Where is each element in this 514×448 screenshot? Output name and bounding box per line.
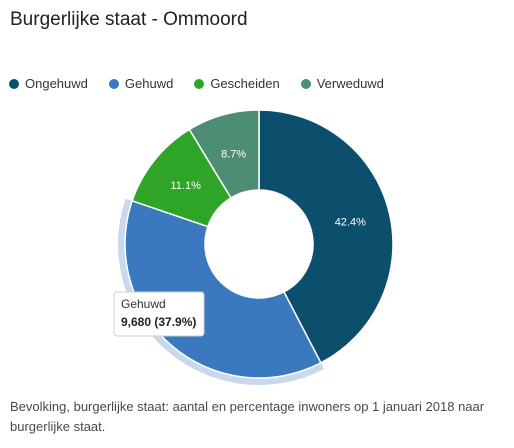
data-label-verweduwd: 8.7% — [221, 148, 246, 160]
legend-item-gehuwd[interactable]: Gehuwd — [108, 76, 174, 91]
data-label-gescheiden: 11.1% — [171, 180, 202, 192]
legend-label: Verweduwd — [316, 76, 384, 91]
legend-item-verweduwd[interactable]: Verweduwd — [300, 76, 384, 91]
chart-caption: Bevolking, burgerlijke staat: aantal en … — [10, 399, 485, 434]
legend-label: Ongehuwd — [25, 76, 88, 91]
legend-marker-ongehuwd — [9, 78, 19, 89]
legend-marker-gehuwd — [108, 78, 119, 89]
tooltip-label: Gehuwd — [121, 297, 166, 311]
legend-item-ongehuwd[interactable]: Ongehuwd — [9, 76, 88, 91]
chart-tooltip: Gehuwd 9,680 (37.9%) — [113, 291, 205, 337]
legend-marker-verweduwd — [300, 78, 311, 89]
legend-item-gescheiden[interactable]: Gescheiden — [194, 76, 280, 91]
tooltip-box — [113, 291, 205, 337]
legend-label: Gehuwd — [124, 76, 174, 91]
tooltip-value: 9,680 (37.9%) — [121, 315, 196, 329]
donut-chart: 42.4% 11.1% 8.7% Gehuwd 9,680 (37.9%) — [113, 109, 394, 385]
chart-title: Burgerlijke staat - Ommoord — [10, 9, 248, 30]
data-label-ongehuwd: 42.4% — [335, 217, 366, 229]
legend-label: Gescheiden — [210, 76, 280, 91]
slice-ongehuwd[interactable] — [258, 109, 394, 364]
slice-verweduwd[interactable] — [188, 109, 260, 199]
chart-legend: Ongehuwd Gehuwd Gescheiden Verweduwd — [9, 76, 405, 91]
legend-marker-gescheiden — [194, 78, 205, 89]
